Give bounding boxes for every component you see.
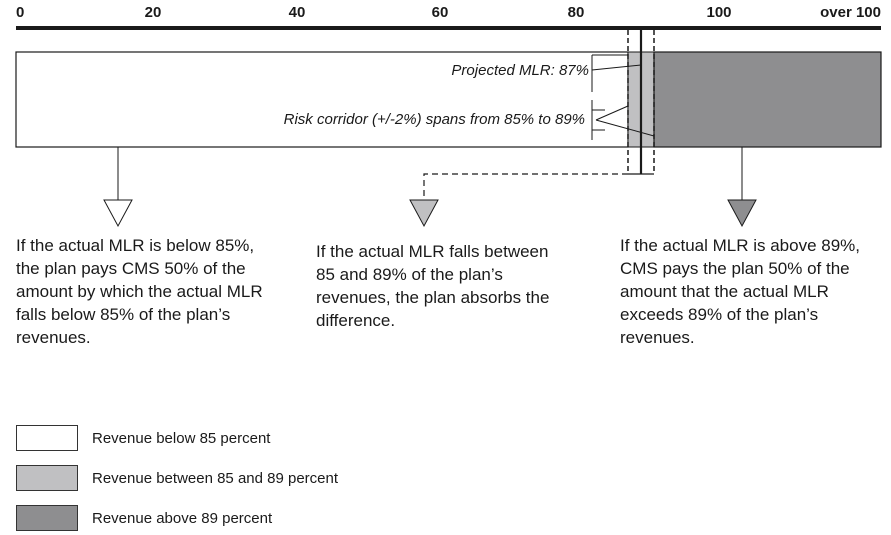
tick-label-over-100: over 100	[820, 4, 881, 21]
projected-mlr-label: Projected MLR: 87%	[451, 62, 589, 79]
legend-item-85-to-89: Revenue between 85 and 89 percent	[16, 465, 338, 491]
corridor-pointer-upper	[595, 105, 629, 121]
tick-label-100: 100	[706, 4, 732, 21]
tick-label-40: 40	[288, 4, 306, 21]
legend-swatch-white	[16, 425, 78, 451]
outcome-above-89: If the actual MLR is above 89%, CMS pays…	[620, 236, 861, 347]
tick-label-20: 20	[144, 4, 162, 21]
legend-item-above-89: Revenue above 89 percent	[16, 505, 272, 531]
corridor-pointer-lower	[595, 119, 655, 137]
tick-label-0: 0	[16, 4, 25, 21]
legend-item-below-85: Revenue below 85 percent	[16, 425, 270, 451]
outcome-below-85: If the actual MLR is below 85%, the plan…	[16, 236, 263, 347]
bar-segment-above-89	[653, 51, 882, 148]
outcome-85-to-89: If the actual MLR falls between 85 and 8…	[316, 242, 550, 330]
tick-label-80: 80	[567, 4, 585, 21]
arrowhead-85-to-89	[409, 199, 439, 228]
axis-line	[16, 26, 881, 30]
risk-corridor-label: Risk corridor (+/-2%) spans from 85% to …	[283, 111, 585, 128]
arrowhead-below-85	[103, 199, 133, 228]
bar-segment-below-85	[15, 51, 629, 148]
projected-label-pointer	[591, 64, 642, 71]
legend-label: Revenue above 89 percent	[92, 509, 273, 527]
legend-swatch-light-gray	[16, 465, 78, 491]
legend-label: Revenue between 85 and 89 percent	[92, 469, 339, 487]
connector-85-to-89	[423, 173, 628, 200]
legend-label: Revenue below 85 percent	[92, 429, 271, 447]
arrowhead-above-89	[727, 199, 757, 228]
tick-label-60: 60	[431, 4, 449, 21]
legend-swatch-dark-gray	[16, 505, 78, 531]
